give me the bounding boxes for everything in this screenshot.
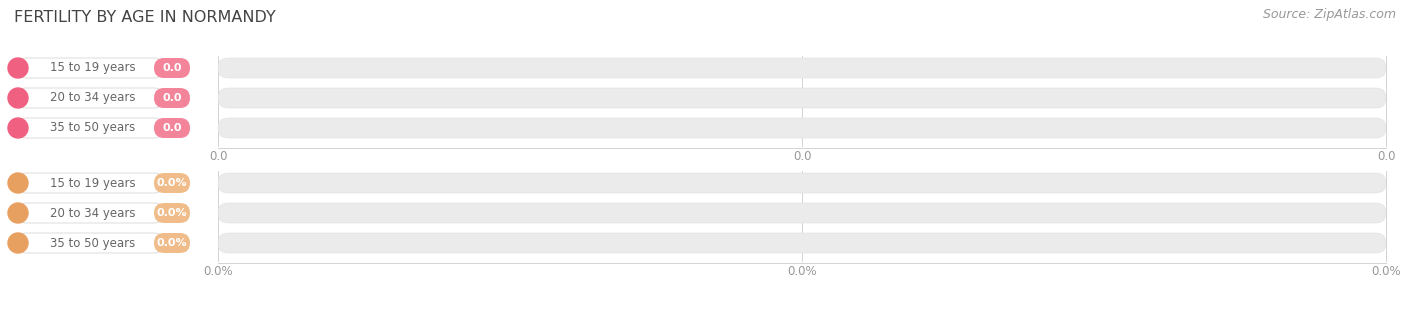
Text: 35 to 50 years: 35 to 50 years [51,121,135,134]
FancyBboxPatch shape [15,58,165,78]
Circle shape [8,88,28,108]
Text: 35 to 50 years: 35 to 50 years [51,237,135,250]
FancyBboxPatch shape [155,203,190,223]
Text: Source: ZipAtlas.com: Source: ZipAtlas.com [1263,8,1396,21]
Circle shape [8,233,28,253]
FancyBboxPatch shape [218,88,1386,108]
Text: 0.0: 0.0 [793,150,811,163]
Circle shape [8,58,28,78]
FancyBboxPatch shape [218,203,1386,223]
Text: 0.0%: 0.0% [787,265,817,278]
Text: 0.0: 0.0 [1376,150,1395,163]
Text: 15 to 19 years: 15 to 19 years [51,62,136,74]
Text: 0.0%: 0.0% [156,208,187,218]
FancyBboxPatch shape [218,173,1386,193]
FancyBboxPatch shape [15,203,165,223]
FancyBboxPatch shape [155,88,190,108]
Circle shape [8,118,28,138]
Text: 0.0%: 0.0% [156,178,187,188]
Circle shape [8,173,28,193]
FancyBboxPatch shape [155,233,190,253]
Text: 0.0: 0.0 [162,93,181,103]
Circle shape [8,203,28,223]
Text: 0.0%: 0.0% [1371,265,1400,278]
Text: 0.0%: 0.0% [204,265,233,278]
FancyBboxPatch shape [155,118,190,138]
FancyBboxPatch shape [218,118,1386,138]
Text: 0.0: 0.0 [208,150,228,163]
Text: 20 to 34 years: 20 to 34 years [51,91,136,105]
Text: 20 to 34 years: 20 to 34 years [51,207,136,219]
FancyBboxPatch shape [15,118,165,138]
FancyBboxPatch shape [155,173,190,193]
Text: 0.0: 0.0 [162,63,181,73]
FancyBboxPatch shape [218,233,1386,253]
FancyBboxPatch shape [15,88,165,108]
FancyBboxPatch shape [15,173,165,193]
Text: 15 to 19 years: 15 to 19 years [51,176,136,190]
Text: 0.0%: 0.0% [156,238,187,248]
FancyBboxPatch shape [155,58,190,78]
Text: FERTILITY BY AGE IN NORMANDY: FERTILITY BY AGE IN NORMANDY [14,10,276,25]
FancyBboxPatch shape [218,58,1386,78]
FancyBboxPatch shape [15,233,165,253]
Text: 0.0: 0.0 [162,123,181,133]
